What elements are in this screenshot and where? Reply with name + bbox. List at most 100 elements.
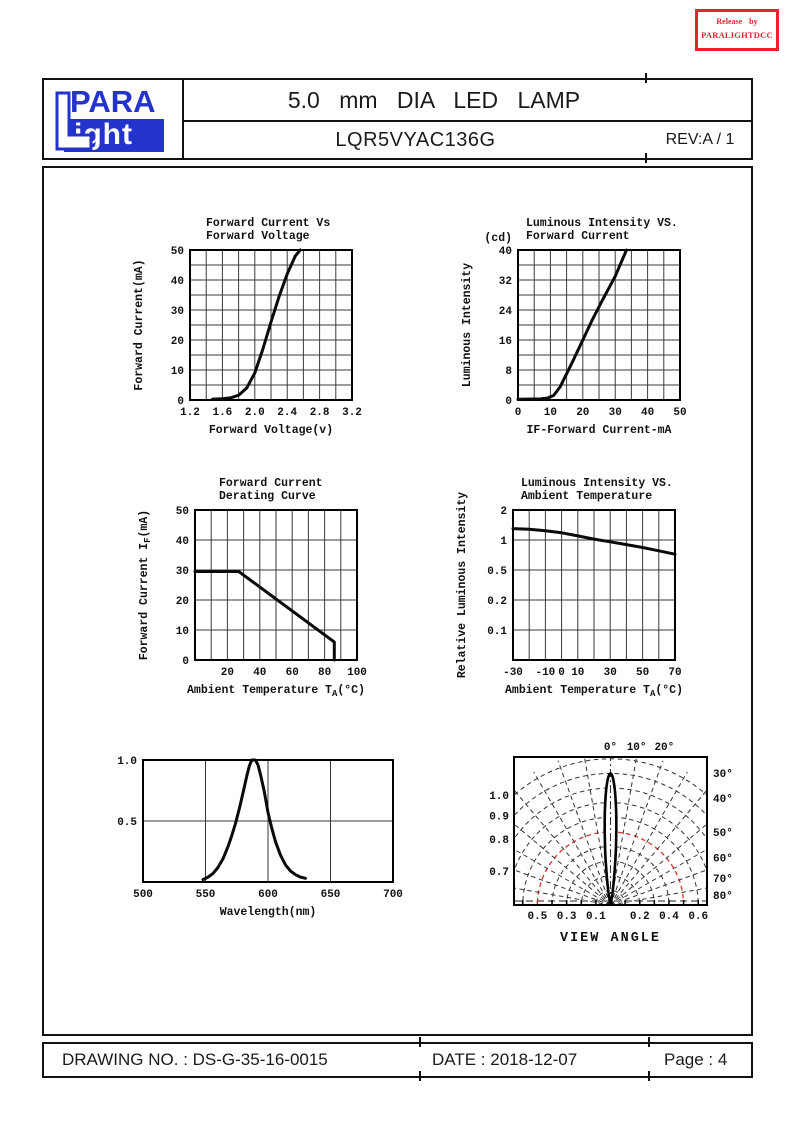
y-axis-label: Forward Current(mA) (133, 259, 146, 390)
x-tick-label: 20 (576, 407, 589, 419)
x-axis-label: IF-Forward Current-mA (527, 424, 672, 437)
data-curve (511, 527, 677, 556)
radius-label-bottom: 0.6 (688, 911, 708, 923)
angle-line (613, 887, 706, 904)
header-row-divider (184, 120, 751, 122)
y-tick-label: 0.2 (487, 596, 507, 608)
chart-svg: 20 40 60 80 100 0 10 20 30 40 50 Forward CurrentDer… (138, 477, 367, 699)
page-title: 5.0 mm DIA LED LAMP (287, 87, 581, 113)
angle-line (515, 790, 611, 904)
x-tick-label: 50 (673, 407, 686, 419)
data-curve (193, 570, 336, 662)
y-tick-label: 8 (505, 366, 512, 378)
x-tick-label: 600 (258, 889, 278, 901)
x-tick-label: 50 (636, 667, 649, 679)
chart-forward-current-vs-forward-voltage: 1.2 1.6 2.0 2.4 2.8 3.2 0 10 20 30 40 50 Forward Cur… (115, 205, 400, 455)
release-stamp: Release by PARALIGHTDCC (695, 9, 779, 51)
chart-title: Forward Current (526, 230, 630, 243)
release-stamp-line1: Release by (716, 17, 758, 26)
grid (190, 250, 352, 400)
polar-grid (515, 758, 706, 904)
chart-svg: 500 550 600 650 700 1.0 0.5 Wavelength(nm) (117, 756, 403, 919)
angle-line (610, 790, 706, 904)
x-tick-label: 40 (641, 407, 654, 419)
radius-label-bottom: 0.3 (557, 911, 577, 923)
chart-spectral-distribution: 500 550 600 650 700 1.0 0.5 Wavelength(nm) (105, 745, 435, 945)
y-tick-label: 24 (499, 306, 513, 318)
y-tick-label: 0 (177, 396, 184, 408)
angle-label-right: 50° (713, 828, 733, 840)
revision-label: REV:A / 1 (665, 131, 735, 148)
table-tick (648, 1071, 650, 1081)
drawing-number: DRAWING NO. : DS-G-35-16-0015 (62, 1050, 328, 1069)
x-tick-label: 0 (558, 667, 565, 679)
y-tick-label: 10 (176, 626, 189, 638)
chart-view-angle: 0° 10° 20° 30° 40° 50° 60° 70° 80° 1.0 0.9 0.8 0.7 0.… (480, 733, 780, 958)
angle-label-top: 0° (604, 742, 617, 754)
radiation-lobe (603, 772, 618, 904)
x-axis-label: Ambient Temperature TA(°C) (187, 684, 365, 699)
x-tick-label: 30 (609, 407, 622, 419)
x-tick-label: 0 (515, 407, 522, 419)
x-tick-label: 2.8 (310, 407, 330, 419)
part-number: LQR5VYAC136G (335, 129, 496, 151)
y-tick-label: 0.5 (487, 566, 507, 578)
table-tick (648, 1037, 650, 1047)
x-tick-label: 2.4 (277, 407, 297, 419)
chart-title: Luminous Intensity VS. (526, 217, 678, 230)
x-tick-label: -30 (503, 667, 523, 679)
chart-svg: 0° 10° 20° 30° 40° 50° 60° 70° 80° 1.0 0.9 0.8 0.7 0.… (489, 742, 733, 946)
plot-border (513, 756, 708, 906)
x-tick-label: 80 (318, 667, 331, 679)
angle-line (515, 869, 610, 904)
angle-line (610, 760, 664, 904)
radius-label-bottom: 0.1 (586, 911, 606, 923)
x-tick-label: 500 (133, 889, 153, 901)
radius-label-left: 1.0 (489, 791, 509, 803)
y-tick-label: 0.1 (487, 626, 507, 638)
data-curve (516, 248, 628, 401)
release-stamp-line2: PARALIGHTDCC (701, 30, 773, 40)
angle-line (515, 824, 611, 904)
angle-label-top: 10° (627, 742, 647, 754)
angle-label-top: 20° (654, 742, 674, 754)
x-tick-label: 1.6 (212, 407, 232, 419)
chart-title: Derating Curve (219, 490, 316, 503)
plot-border (189, 249, 353, 401)
radius-label-bottom: 0.4 (659, 911, 679, 923)
table-tick (645, 73, 647, 83)
chart-title: Forward Current (219, 477, 323, 490)
x-tick-label: 1.2 (180, 407, 200, 419)
y-tick-label: 30 (171, 306, 184, 318)
x-tick-label: 10 (544, 407, 557, 419)
x-axis-label: Ambient Temperature TA(°C) (505, 684, 683, 699)
table-tick (419, 1037, 421, 1047)
chart-title: Forward Voltage (206, 230, 310, 243)
angle-line (533, 771, 611, 904)
angle-label-right: 80° (713, 891, 733, 903)
page-number: Page : 4 (664, 1050, 728, 1069)
x-axis-label: Wavelength(nm) (220, 906, 317, 919)
angle-line (557, 760, 611, 904)
y-axis-label: Relative Luminous Intensity (456, 492, 469, 678)
y-tick-label: 10 (171, 366, 184, 378)
x-tick-label: 30 (604, 667, 617, 679)
y-tick-label: 40 (499, 246, 512, 258)
x-tick-label: 60 (286, 667, 299, 679)
plot-border (194, 509, 358, 661)
x-tick-label: 10 (571, 667, 584, 679)
date-label: DATE : 2018-12-07 (432, 1050, 578, 1069)
chart-svg: 1.2 1.6 2.0 2.4 2.8 3.2 0 10 20 30 40 50 Forward Cur… (133, 217, 362, 437)
chart-title: Luminous Intensity VS. (521, 477, 673, 490)
logo-text-para: PARA (70, 84, 156, 119)
chart-luminous-intensity-vs-ambient-temperature: -30 -10 0 10 30 50 70 2 1 0.5 0.2 0.1 Luminous Inten… (438, 465, 738, 720)
data-curve (211, 248, 302, 401)
y-tick-label: 0.5 (117, 817, 137, 829)
polar-chart-title: VIEW ANGLE (560, 931, 661, 946)
y-tick-label: 16 (499, 336, 512, 348)
footer-bar: DRAWING NO. : DS-G-35-16-0015 DATE : 201… (42, 1042, 753, 1078)
y-axis-label: Luminous Intensity (461, 263, 474, 387)
angle-line (610, 824, 706, 904)
y-tick-label: 0 (505, 396, 512, 408)
x-tick-label: 40 (253, 667, 266, 679)
